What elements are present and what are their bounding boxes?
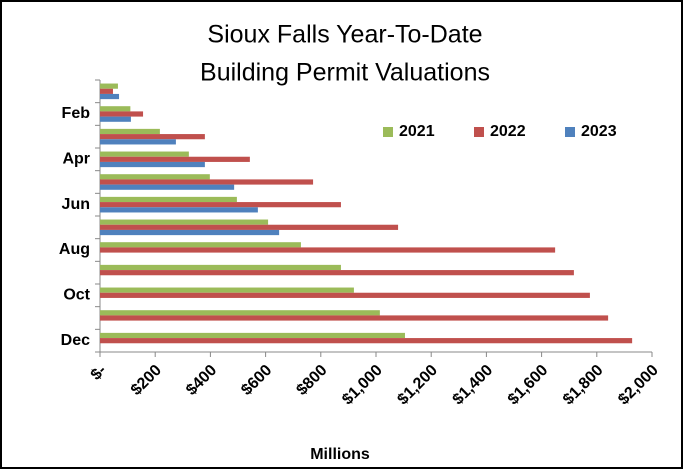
bar [100,179,314,185]
bar [100,247,556,253]
bar [100,270,574,276]
bar [100,310,380,316]
bar [100,116,131,122]
y-tick-label: Oct [63,287,90,304]
bar [100,219,269,225]
bar [100,207,258,213]
y-tick-label: Jun [62,196,90,213]
legend-label: 2022 [490,123,526,140]
legend-label: 2021 [399,123,435,140]
bar [100,184,235,190]
bar [100,83,118,89]
bar [100,156,250,162]
bar [100,161,205,168]
chart-title: Building Permit Valuations [200,59,490,87]
bar [100,229,280,236]
legend-swatch [474,127,484,137]
bar [100,88,113,94]
bar [100,111,144,117]
bar [100,151,189,157]
y-tick-label: Feb [62,105,91,122]
legend-swatch [565,127,575,137]
bar [100,202,341,208]
y-tick-label: Dec [61,332,90,349]
bar [100,196,237,203]
bar [100,134,205,140]
bar [100,338,633,344]
bar [100,287,354,293]
bar [100,106,131,112]
bar [100,264,341,271]
bar [100,139,176,145]
bar [100,128,160,135]
legend-label: 2023 [581,123,617,140]
legend-swatch [383,127,393,137]
x-axis-title: Millions [310,446,370,463]
bar [100,292,590,298]
bar [100,242,301,248]
bar [100,332,405,339]
y-tick-label: Aug [59,241,90,258]
y-tick-label: Apr [62,151,90,168]
bar [100,93,120,100]
chart-title: Sioux Falls Year-To-Date [207,21,482,49]
bar [100,224,399,230]
bar [100,315,609,321]
bar [100,174,210,180]
